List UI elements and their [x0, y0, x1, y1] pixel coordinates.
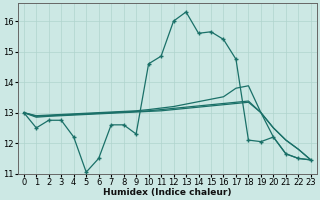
X-axis label: Humidex (Indice chaleur): Humidex (Indice chaleur): [103, 188, 232, 197]
